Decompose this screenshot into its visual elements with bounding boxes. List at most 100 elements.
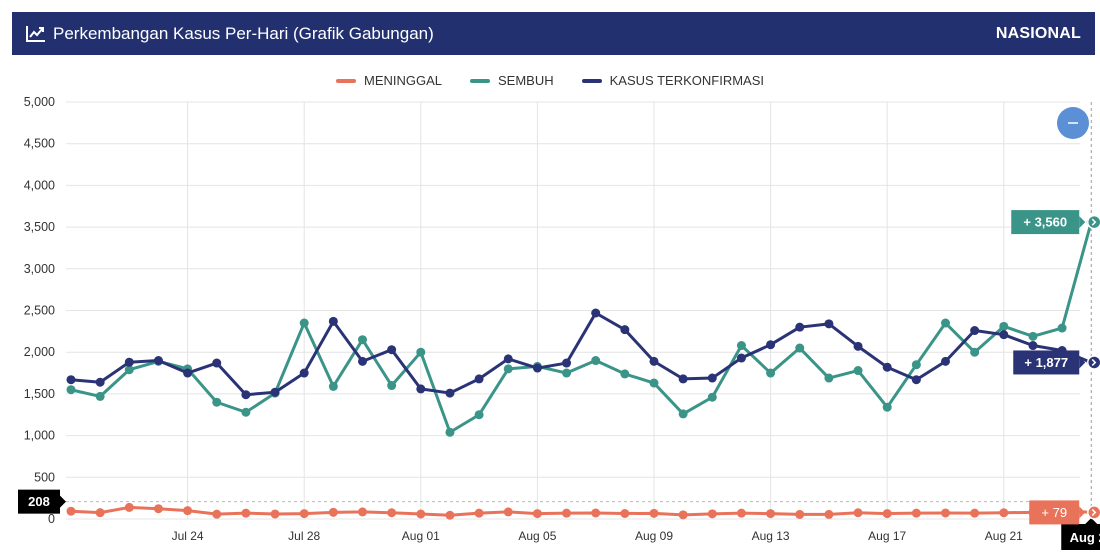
data-point-terkonfirmasi bbox=[503, 354, 513, 364]
x-tick-label: Jul 24 bbox=[172, 529, 204, 543]
data-point-meninggal bbox=[882, 509, 892, 519]
data-point-sembuh bbox=[358, 335, 367, 345]
data-point-meninggal bbox=[707, 509, 717, 519]
data-point-sembuh bbox=[941, 318, 950, 328]
data-point-sembuh bbox=[766, 368, 776, 378]
tooltip-pointer-terkonfirmasi bbox=[1079, 356, 1086, 369]
data-point-terkonfirmasi bbox=[212, 358, 222, 368]
y-tick-label: 1,000 bbox=[24, 429, 55, 443]
data-point-terkonfirmasi bbox=[999, 330, 1009, 340]
data-point-sembuh bbox=[591, 356, 601, 366]
data-point-meninggal bbox=[241, 508, 251, 518]
data-point-sembuh bbox=[212, 397, 222, 407]
data-point-terkonfirmasi bbox=[416, 384, 426, 394]
data-point-terkonfirmasi bbox=[853, 341, 863, 351]
crosshair-date-pointer bbox=[1085, 518, 1098, 524]
crosshair-value-box bbox=[18, 489, 60, 514]
data-point-terkonfirmasi bbox=[270, 387, 280, 397]
data-point-sembuh bbox=[241, 407, 251, 417]
data-point-sembuh bbox=[416, 347, 426, 357]
legend-swatch-sembuh bbox=[470, 78, 491, 83]
data-point-terkonfirmasi bbox=[66, 375, 76, 385]
data-point-meninggal bbox=[95, 508, 105, 518]
data-point-meninggal bbox=[124, 502, 134, 512]
data-point-sembuh bbox=[474, 410, 484, 420]
data-point-sembuh bbox=[1028, 331, 1038, 341]
data-point-terkonfirmasi bbox=[882, 362, 892, 372]
data-point-sembuh bbox=[707, 392, 717, 402]
crosshair-date-label: Aug 24 bbox=[1070, 530, 1100, 545]
data-point-meninggal bbox=[562, 508, 572, 518]
data-point-terkonfirmasi bbox=[95, 377, 105, 387]
legend-item-sembuh[interactable]: SEMBUH bbox=[470, 73, 554, 88]
data-point-meninggal bbox=[911, 508, 921, 518]
y-tick-label: 1,500 bbox=[24, 387, 55, 401]
data-point-meninggal bbox=[853, 508, 863, 518]
data-point-meninggal bbox=[445, 510, 455, 520]
data-point-meninggal bbox=[649, 508, 659, 518]
y-tick-label: 2,500 bbox=[24, 304, 55, 318]
data-point-meninggal bbox=[795, 509, 805, 519]
tooltip-pointer-sembuh bbox=[1079, 216, 1086, 229]
data-point-terkonfirmasi bbox=[911, 375, 921, 385]
data-point-terkonfirmasi bbox=[591, 308, 601, 318]
data-point-terkonfirmasi bbox=[474, 374, 484, 384]
legend-item-meninggal[interactable]: MENINGGAL bbox=[336, 73, 442, 88]
data-point-terkonfirmasi bbox=[736, 353, 746, 363]
crosshair-value-label: 208 bbox=[28, 494, 50, 509]
y-tick-label: 2,000 bbox=[24, 345, 55, 359]
y-tick-label: 500 bbox=[34, 470, 55, 484]
data-point-sembuh bbox=[66, 385, 76, 395]
data-point-terkonfirmasi bbox=[649, 356, 659, 366]
x-tick-label: Aug 09 bbox=[635, 529, 673, 543]
x-tick-label: Aug 17 bbox=[868, 529, 906, 543]
data-point-terkonfirmasi bbox=[183, 368, 193, 378]
data-point-meninggal bbox=[766, 509, 776, 519]
data-point-sembuh bbox=[95, 391, 105, 401]
legend-swatch-meninggal bbox=[336, 78, 356, 83]
data-point-terkonfirmasi bbox=[707, 373, 717, 383]
chart-header: Perkembangan Kasus Per-Hari (Grafik Gabu… bbox=[12, 12, 1095, 55]
data-point-meninggal bbox=[387, 508, 397, 518]
data-point-meninggal bbox=[970, 508, 980, 518]
last-point-terkonfirmasi bbox=[1087, 355, 1100, 370]
tooltip-box-sembuh bbox=[1011, 210, 1080, 235]
x-tick-label: Aug 05 bbox=[518, 529, 556, 543]
legend-swatch-terkonfirmasi bbox=[581, 78, 602, 83]
data-point-sembuh bbox=[328, 381, 338, 391]
y-tick-label: 3,000 bbox=[24, 262, 55, 276]
data-point-sembuh bbox=[795, 343, 805, 353]
legend-label-terkonfirmasi: KASUS TERKONFIRMASI bbox=[609, 73, 764, 88]
legend-item-terkonfirmasi[interactable]: KASUS TERKONFIRMASI bbox=[581, 73, 764, 88]
data-point-sembuh bbox=[503, 364, 513, 374]
data-point-meninggal bbox=[358, 507, 367, 517]
tooltip-label-sembuh: + 3,560 bbox=[1023, 215, 1067, 230]
data-point-terkonfirmasi bbox=[299, 368, 309, 378]
data-point-meninggal bbox=[183, 506, 193, 516]
data-point-meninggal bbox=[153, 504, 163, 514]
data-point-terkonfirmasi bbox=[941, 356, 950, 366]
data-point-sembuh bbox=[999, 321, 1009, 331]
data-point-sembuh bbox=[299, 318, 309, 328]
legend-label-sembuh: SEMBUH bbox=[498, 73, 554, 88]
series-line-terkonfirmasi bbox=[70, 311, 1092, 397]
data-point-sembuh bbox=[620, 369, 630, 379]
data-point-sembuh bbox=[445, 427, 455, 437]
tooltip-pointer-meninggal bbox=[1079, 506, 1086, 519]
y-tick-label: 5,000 bbox=[24, 95, 55, 109]
legend-label-meninggal: MENINGGAL bbox=[364, 73, 443, 88]
y-tick-label: 3,500 bbox=[24, 220, 55, 234]
page-title: Perkembangan Kasus Per-Hari (Grafik Gabu… bbox=[53, 23, 434, 43]
data-point-meninggal bbox=[999, 508, 1009, 518]
x-tick-label: Aug 01 bbox=[402, 529, 440, 543]
data-point-terkonfirmasi bbox=[795, 322, 805, 332]
data-point-meninggal bbox=[66, 506, 76, 516]
y-tick-label: 4,500 bbox=[24, 137, 55, 151]
crosshair-value-pointer bbox=[60, 495, 66, 508]
x-tick-label: Aug 13 bbox=[752, 529, 790, 543]
data-point-meninggal bbox=[591, 508, 601, 518]
data-point-terkonfirmasi bbox=[328, 316, 338, 326]
data-point-terkonfirmasi bbox=[358, 356, 367, 366]
data-point-terkonfirmasi bbox=[766, 340, 776, 350]
